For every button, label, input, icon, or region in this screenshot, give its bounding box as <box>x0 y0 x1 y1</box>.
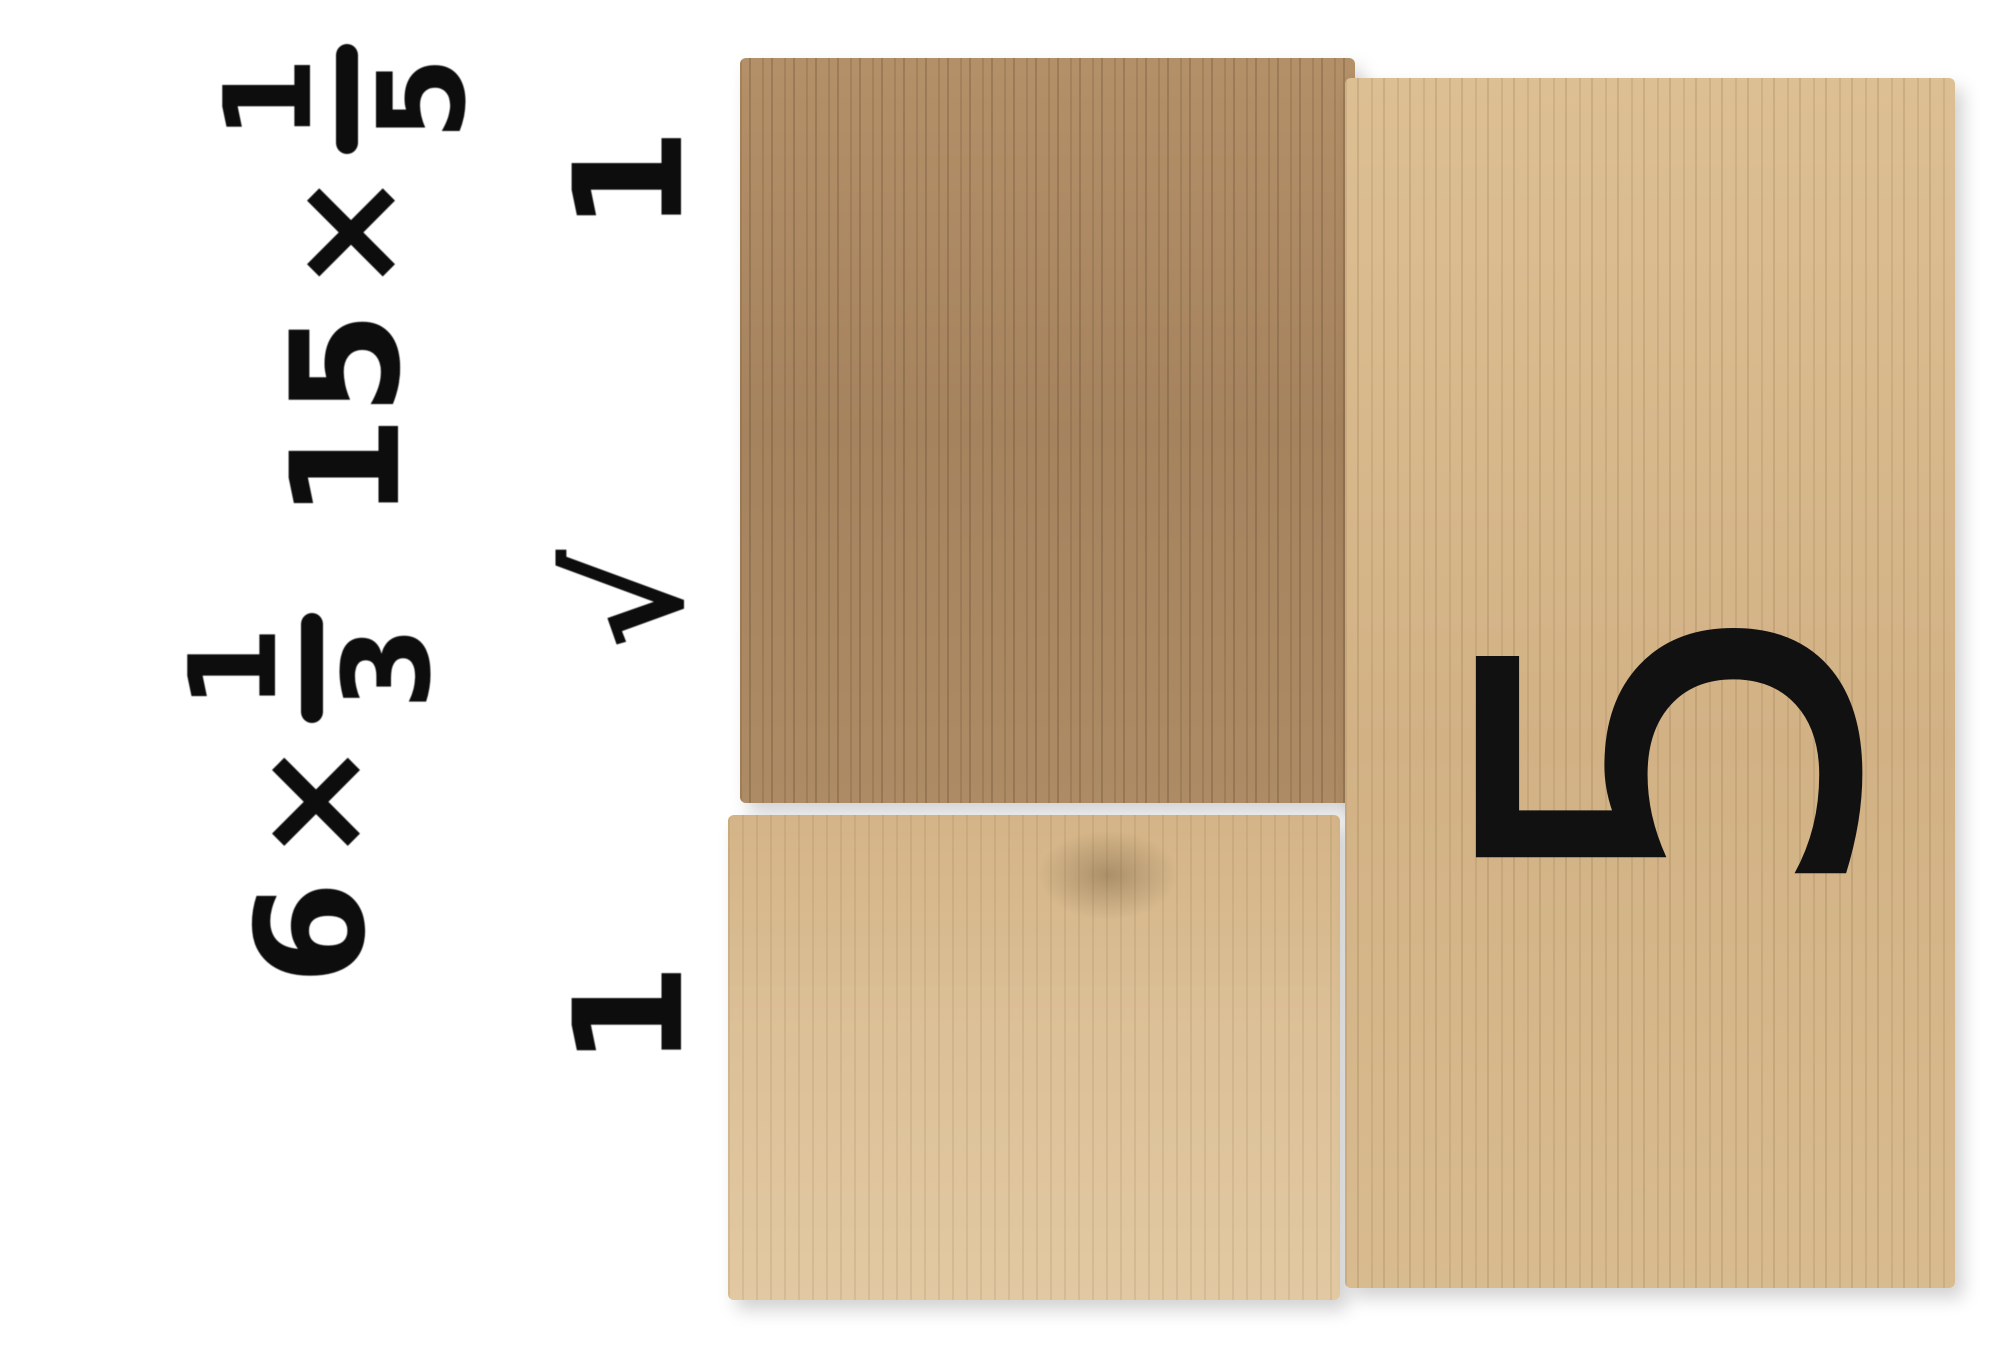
block-digit-five: 5 <box>1372 582 1955 914</box>
answer-mark-top: 1 <box>543 127 717 233</box>
expression-operand: 6 <box>225 880 399 985</box>
wooden-block-right-tall: 5 <box>1345 78 1955 1288</box>
expression-6-times-one-third: 6 × 1 3 <box>165 525 458 985</box>
fraction-denominator: 3 <box>319 626 458 710</box>
check-mark: √ <box>543 549 717 651</box>
wooden-block-top-left <box>740 58 1355 803</box>
expression-operand: 15 <box>260 311 434 520</box>
fraction-one-fifth: 1 5 <box>200 43 493 154</box>
fraction-one-third: 1 3 <box>165 612 458 723</box>
wooden-block-bottom-left <box>728 815 1340 1300</box>
multiply-sign: × <box>225 738 399 865</box>
fraction-denominator: 5 <box>354 56 493 141</box>
answer-mark-bottom: 1 <box>543 962 717 1068</box>
fraction-numerator: 1 <box>165 626 304 710</box>
expression-15-times-one-fifth: 15 × 1 5 <box>200 43 493 520</box>
multiply-sign: × <box>260 169 434 296</box>
fraction-numerator: 1 <box>200 56 339 141</box>
